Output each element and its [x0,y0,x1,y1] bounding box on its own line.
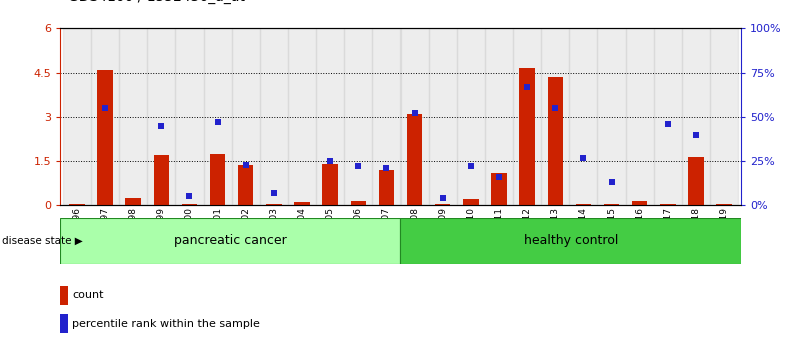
Bar [604,204,619,205]
Bar [548,77,563,205]
Bar [288,28,316,205]
Bar [231,28,260,205]
Bar [491,173,507,205]
Bar [266,204,282,205]
Bar [175,28,203,205]
Bar [60,314,68,333]
Point [409,110,421,116]
Bar [126,198,141,205]
Bar [60,218,400,264]
Bar [463,199,478,205]
Bar [457,28,485,205]
Bar [576,204,591,205]
Point [211,119,224,125]
Bar [407,114,422,205]
Bar [323,164,338,205]
Text: GDS4100 / 1552436_a_at: GDS4100 / 1552436_a_at [68,0,245,4]
Bar [203,28,231,205]
Bar [154,155,169,205]
Point [662,121,674,127]
Point [437,195,449,201]
Bar [485,28,513,205]
Bar [63,28,91,205]
Bar [429,28,457,205]
Bar [98,70,113,205]
Bar [716,204,732,205]
Point [268,190,280,196]
Point [324,158,336,164]
Point [155,123,167,129]
Bar [654,28,682,205]
Point [577,155,590,160]
Bar [60,286,68,305]
Bar [182,204,197,205]
Text: percentile rank within the sample: percentile rank within the sample [72,319,260,329]
Point [99,105,111,111]
Bar [119,28,147,205]
Bar [435,204,450,205]
Text: pancreatic cancer: pancreatic cancer [174,234,287,247]
Text: healthy control: healthy control [524,234,618,247]
Bar [710,28,738,205]
Bar [688,156,703,205]
Point [549,105,562,111]
Bar [344,28,372,205]
Bar [400,28,429,205]
Bar [351,201,366,205]
Point [521,84,533,90]
Point [493,174,505,180]
Bar [379,170,394,205]
Point [352,164,364,169]
Bar [69,204,85,205]
Bar [598,28,626,205]
Point [465,164,477,169]
Bar [400,218,741,264]
Bar [238,166,253,205]
Text: count: count [72,290,104,300]
Point [690,132,702,137]
Bar [682,28,710,205]
Bar [660,204,675,205]
Bar [316,28,344,205]
Bar [260,28,288,205]
Bar [294,202,310,205]
Bar [626,28,654,205]
Point [605,179,618,185]
Bar [632,201,647,205]
Point [380,165,392,171]
Text: disease state ▶: disease state ▶ [2,236,83,246]
Bar [91,28,119,205]
Bar [210,154,225,205]
Bar [541,28,570,205]
Bar [147,28,175,205]
Bar [519,68,535,205]
Point [183,194,196,199]
Bar [372,28,400,205]
Bar [513,28,541,205]
Bar [570,28,598,205]
Point [239,162,252,167]
